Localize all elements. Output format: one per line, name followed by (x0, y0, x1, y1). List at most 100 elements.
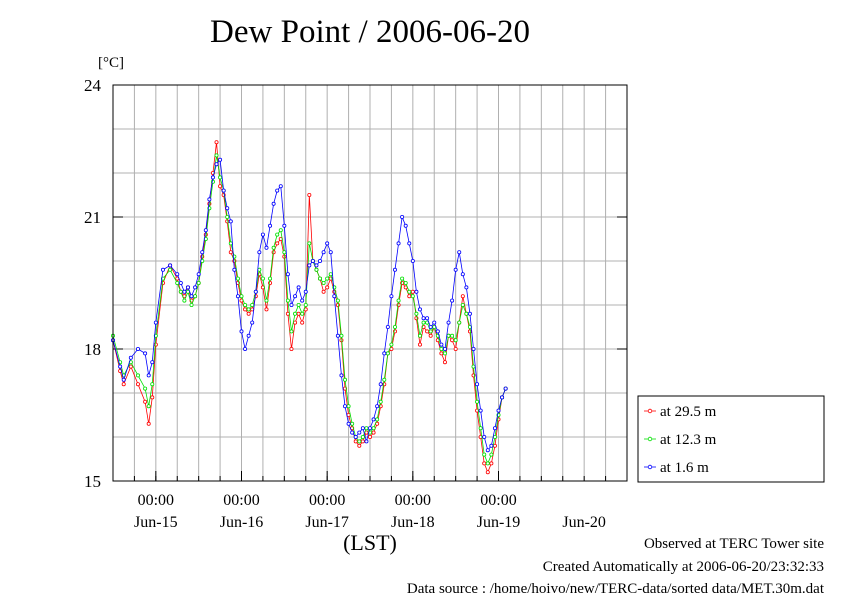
data-point (128, 364, 133, 369)
data-point (478, 426, 483, 431)
data-point (325, 276, 330, 281)
data-point (450, 298, 455, 303)
data-point (407, 289, 412, 294)
data-point (257, 250, 262, 255)
data-point (453, 338, 458, 343)
data-point (442, 360, 447, 365)
data-point (450, 333, 455, 338)
data-point (293, 294, 298, 299)
data-point (271, 245, 276, 250)
y-tick-label: 18 (84, 340, 101, 359)
x-day-label: Jun-17 (305, 514, 349, 531)
data-point (268, 276, 273, 281)
data-point (442, 346, 447, 351)
data-point (375, 417, 380, 422)
data-point (218, 175, 223, 180)
data-point (135, 373, 140, 378)
data-point (421, 316, 426, 321)
data-point (392, 324, 397, 329)
data-point (450, 338, 455, 343)
data-point (296, 311, 301, 316)
data-point (182, 289, 187, 294)
data-point (318, 276, 323, 281)
data-point (214, 162, 219, 167)
data-point (185, 285, 190, 290)
x-axis-label: (LST) (343, 530, 397, 555)
data-point (193, 285, 198, 290)
data-point (435, 329, 440, 334)
data-point (460, 302, 465, 307)
data-point (371, 426, 376, 431)
legend-label: at 1.6 m (660, 460, 709, 476)
data-point (339, 333, 344, 338)
data-point (207, 197, 212, 202)
plot-frame (112, 84, 628, 482)
footer-site-note: Observed at TERC Tower site (643, 536, 824, 552)
data-point (360, 439, 365, 444)
legend-marker (647, 436, 653, 442)
data-point (307, 263, 312, 268)
data-point (128, 355, 133, 360)
data-point (264, 307, 269, 312)
data-point (496, 408, 501, 413)
data-point (400, 214, 405, 219)
data-point (243, 346, 248, 351)
legend-label: at 12.3 m (660, 432, 717, 448)
legend-label: at 29.5 m (660, 404, 717, 420)
y-tick-label: 24 (84, 76, 102, 95)
data-point (150, 395, 155, 400)
data-point (285, 298, 290, 303)
legend-box (637, 395, 825, 483)
data-point (239, 329, 244, 334)
data-point (196, 280, 201, 285)
data-point (246, 333, 251, 338)
data-point (314, 263, 319, 268)
data-point (425, 329, 430, 334)
data-point (303, 289, 308, 294)
data-point (296, 285, 301, 290)
data-point (442, 351, 447, 356)
footer-data-source: Data source : /home/hoivo/new/TERC-data/… (406, 581, 824, 597)
data-point (239, 294, 244, 299)
data-point (482, 461, 487, 466)
data-point (364, 439, 369, 444)
y-tick-label: 15 (84, 472, 101, 491)
data-point (253, 289, 258, 294)
data-point (271, 201, 276, 206)
data-point (175, 280, 180, 285)
data-point (503, 386, 508, 391)
data-point (196, 272, 201, 277)
data-point (446, 333, 451, 338)
data-point (353, 439, 358, 444)
data-point (460, 294, 465, 299)
data-point (150, 360, 155, 365)
data-point (135, 382, 140, 387)
x-tick-label: 00:00 (223, 492, 259, 509)
data-point (335, 298, 340, 303)
data-point (200, 250, 205, 255)
data-point (346, 404, 351, 409)
data-point (275, 241, 280, 246)
data-point (246, 307, 251, 312)
data-point (414, 311, 419, 316)
x-tick-label: 00:00 (138, 492, 174, 509)
data-point (307, 192, 312, 197)
y-tick-label: 21 (84, 208, 101, 227)
data-point (485, 448, 490, 453)
data-point (396, 298, 401, 303)
data-point (189, 302, 194, 307)
data-point (385, 351, 390, 356)
data-point (218, 184, 223, 189)
data-point (328, 250, 333, 255)
legend-marker (647, 464, 653, 470)
x-tick-label: 00:00 (480, 492, 516, 509)
data-point (321, 289, 326, 294)
data-point (318, 258, 323, 263)
data-point (146, 404, 151, 409)
data-point (307, 241, 312, 246)
x-day-label: Jun-19 (477, 514, 521, 531)
data-point (335, 333, 340, 338)
data-point (285, 272, 290, 277)
data-point (400, 276, 405, 281)
data-point (332, 294, 337, 299)
